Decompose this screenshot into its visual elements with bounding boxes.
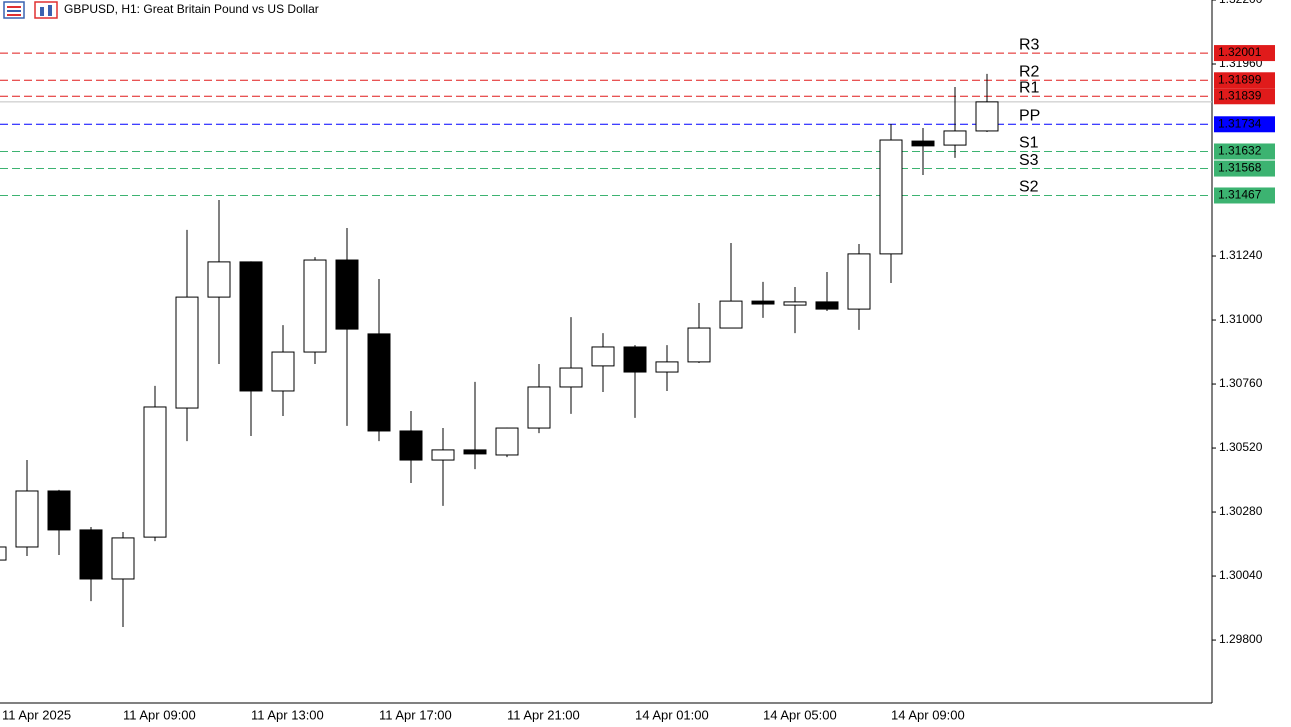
candle-body: [591, 346, 615, 367]
chart-title: GBPUSD, H1: Great Britain Pound vs US Do…: [64, 2, 319, 16]
price-box: [1214, 143, 1275, 160]
candle-body: [527, 386, 551, 429]
candle-body: [943, 130, 967, 146]
candle-body: [911, 140, 935, 147]
y-tick-label: 1.30280: [1219, 504, 1263, 518]
price-box-label: 1.31632: [1218, 144, 1262, 158]
pivot-level-name: PP: [1019, 107, 1040, 124]
price-box: [1214, 160, 1275, 177]
price-box-label: 1.31734: [1218, 116, 1262, 130]
x-tick-label: 11 Apr 09:00: [123, 707, 196, 722]
x-tick-label: 14 Apr 09:00: [891, 707, 965, 722]
x-tick-label: 11 Apr 21:00: [507, 707, 580, 722]
candle-body: [815, 301, 839, 310]
candle-body: [111, 537, 135, 580]
price-box-label: 1.31568: [1218, 161, 1262, 175]
candle-body: [175, 296, 199, 409]
candle-body: [271, 351, 295, 392]
candle-body: [719, 300, 743, 329]
price-box: [1214, 187, 1275, 204]
candle-body: [687, 327, 711, 363]
candle-body: [751, 300, 775, 305]
pivot-level-name: S3: [1019, 152, 1039, 169]
pivot-level-name: S1: [1019, 135, 1039, 152]
candle-body: [367, 333, 391, 432]
candle-body: [239, 261, 263, 392]
price-box: [1214, 116, 1275, 133]
candle-body: [303, 259, 327, 353]
price-box-label: 1.31467: [1218, 188, 1262, 202]
pivot-level-name: R1: [1019, 79, 1040, 96]
candle-body: [847, 253, 871, 310]
candle-body: [431, 449, 455, 461]
candle-body: [79, 529, 103, 580]
pivot-level-name: R2: [1019, 63, 1040, 80]
candle-body: [623, 346, 647, 373]
y-tick-label: 1.30040: [1219, 568, 1263, 582]
candle-body: [879, 139, 903, 255]
candle-body: [143, 406, 167, 538]
candle-body: [783, 301, 807, 306]
candle-body: [655, 361, 679, 373]
pivot-level-name: R3: [1019, 36, 1040, 53]
y-tick-label: 1.31000: [1219, 312, 1263, 326]
x-tick-label: 11 Apr 13:00: [251, 707, 324, 722]
candle-body: [15, 490, 39, 548]
candle-body: [0, 546, 7, 561]
y-tick-label: 1.30760: [1219, 376, 1263, 390]
header-icons: [3, 1, 58, 19]
y-tick-label: 1.32200: [1219, 0, 1263, 6]
price-box-label: 1.32001: [1218, 45, 1262, 59]
x-tick-label: 14 Apr 05:00: [763, 707, 837, 722]
candle-body: [559, 367, 583, 388]
candle-body: [207, 261, 231, 298]
candle-body: [463, 449, 487, 455]
price-box-label: 1.31899: [1218, 72, 1262, 86]
y-tick-label: 1.29800: [1219, 632, 1263, 646]
pivot-level-name: S2: [1019, 179, 1039, 196]
price-box-label: 1.31839: [1218, 88, 1262, 102]
plot-area: [0, 52, 1212, 627]
price-box: [1214, 72, 1275, 89]
y-tick-label: 1.30520: [1219, 440, 1263, 454]
candle-body: [47, 490, 71, 531]
candle-body: [335, 259, 359, 330]
x-tick-label: 11 Apr 2025: [2, 707, 71, 722]
x-tick-label: 11 Apr 17:00: [379, 707, 452, 722]
price-box: [1214, 45, 1275, 62]
price-box: [1214, 88, 1275, 105]
candle-body: [975, 101, 999, 132]
candle-body: [495, 427, 519, 456]
y-tick-label: 1.31240: [1219, 248, 1263, 262]
candle-body: [399, 430, 423, 461]
x-tick-label: 14 Apr 01:00: [635, 707, 709, 722]
